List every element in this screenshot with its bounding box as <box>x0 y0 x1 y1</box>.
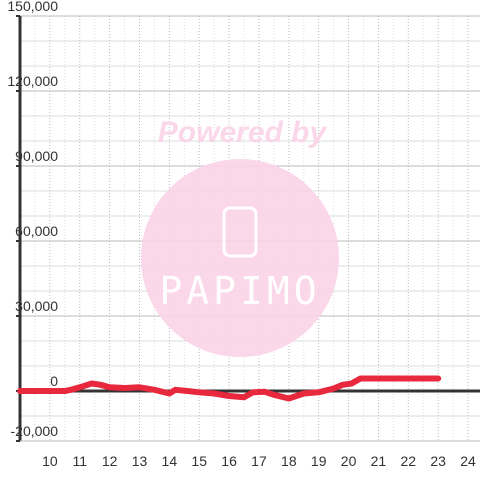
watermark-circle <box>141 159 339 357</box>
x-tick-label: 23 <box>430 453 446 469</box>
line-series <box>17 375 442 402</box>
y-tick-label: 120,000 <box>7 73 58 89</box>
watermark: Powered by PAPIMO <box>141 116 339 357</box>
x-tick-label: 19 <box>311 453 327 469</box>
y-tick-label: 60,000 <box>15 223 58 239</box>
watermark-text: Powered by <box>158 116 328 149</box>
y-tick-label: 90,000 <box>15 148 58 164</box>
x-tick-label: 11 <box>72 453 87 469</box>
x-tick-label: 14 <box>162 453 178 469</box>
x-tick-label: 20 <box>341 453 357 469</box>
watermark-phone <box>222 206 258 258</box>
x-tick-label: 24 <box>460 453 476 469</box>
y-tick-label: 0 <box>50 373 58 389</box>
watermark-logo: PAPIMO <box>159 269 320 313</box>
x-tick-label: 12 <box>102 453 118 469</box>
y-tick-label: 150,000 <box>7 0 58 14</box>
y-tick-label: 30,000 <box>15 298 58 314</box>
y-tick-label: -20,000 <box>11 423 59 439</box>
x-tick-label: 22 <box>401 453 417 469</box>
x-tick-label: 18 <box>281 453 297 469</box>
x-tick-label: 17 <box>251 453 267 469</box>
x-tick-label: 16 <box>221 453 237 469</box>
x-tick-label: 15 <box>191 453 207 469</box>
x-tick-label: 10 <box>42 453 58 469</box>
x-tick-label: 21 <box>371 453 387 469</box>
x-tick-label: 13 <box>132 453 148 469</box>
